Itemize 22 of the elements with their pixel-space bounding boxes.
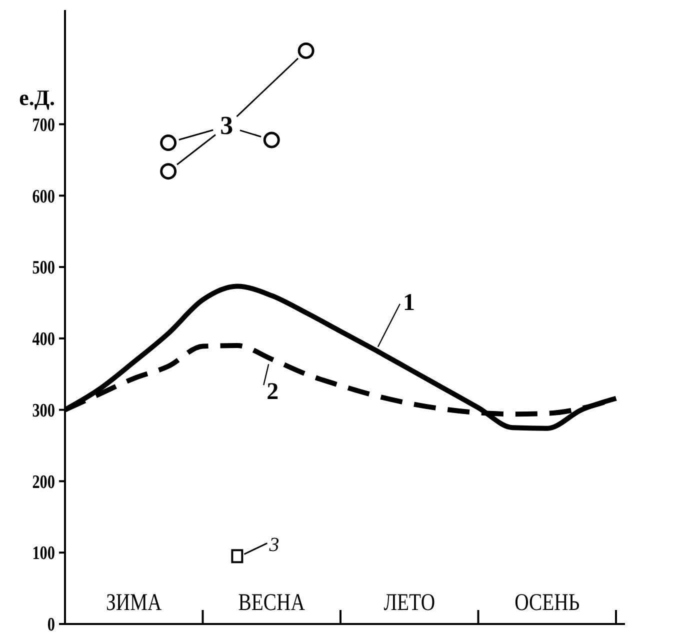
point: [298, 42, 314, 59]
legend-label: 3: [268, 534, 280, 556]
legend-label: 3: [220, 111, 234, 140]
y-tick-label: 700: [32, 114, 55, 136]
point: [160, 163, 177, 180]
point: [160, 134, 177, 152]
point: [231, 549, 244, 564]
series-label: 2: [266, 379, 279, 406]
y-tick-label: 0: [47, 614, 55, 636]
x-tick-label: ЗИМА: [106, 588, 162, 616]
y-tick-label: 400: [32, 328, 55, 350]
y-tick-label: 200: [32, 471, 55, 492]
x-tick-label: ЛЕТО: [384, 588, 436, 616]
y-tick-label: 300: [32, 400, 55, 421]
y-axis-title: е.Д.: [19, 85, 55, 110]
y-tick-label: 600: [32, 186, 55, 207]
y-tick-label: 100: [32, 542, 55, 564]
point: [263, 132, 280, 148]
x-tick-label: ВЕСНА: [238, 588, 306, 616]
y-tick-label: 500: [32, 257, 55, 278]
x-tick-label: ОСЕНЬ: [514, 588, 580, 616]
series-label: 1: [402, 290, 415, 316]
